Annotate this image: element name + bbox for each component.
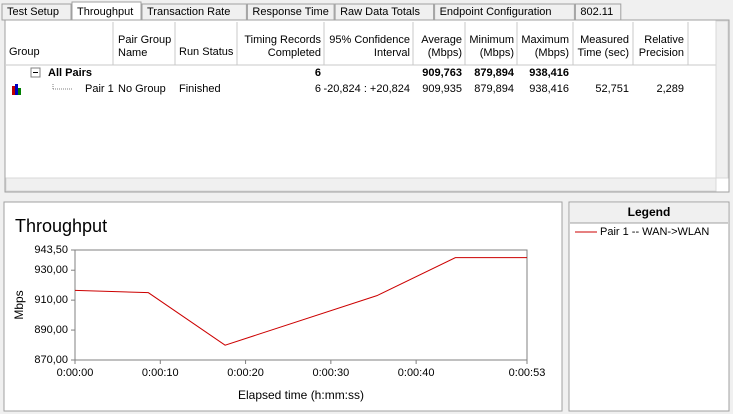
tab-label[interactable]: 802.11 <box>580 6 613 18</box>
chart-panel <box>3 201 563 412</box>
table-cell: All Pairs <box>48 67 92 79</box>
table-cell: 2,289 <box>656 83 684 95</box>
table-cell: 938,416 <box>529 67 569 79</box>
tab[interactable] <box>246 3 335 21</box>
icon-bar <box>18 88 21 95</box>
table-cell: 879,894 <box>474 67 515 79</box>
tab-label[interactable]: Throughput <box>77 6 133 18</box>
column-header: Timing Records <box>244 34 321 46</box>
pair-icon <box>12 84 21 95</box>
legend-panel <box>568 201 730 412</box>
table-cell: Finished <box>179 83 221 95</box>
tab[interactable] <box>434 3 575 21</box>
tab-label[interactable]: Transaction Rate <box>147 6 230 18</box>
table-cell: Pair 1 <box>85 83 114 95</box>
table-cell: 909,763 <box>422 67 462 79</box>
column-header: (Mbps) <box>428 47 462 59</box>
tab[interactable] <box>334 3 435 21</box>
table-cell: 6 <box>315 67 321 79</box>
tab-label[interactable]: Raw Data Totals <box>340 6 420 18</box>
vertical-scrollbar[interactable] <box>715 20 729 179</box>
icon-bar <box>12 86 15 95</box>
data-line <box>74 257 527 346</box>
tab-label[interactable]: Endpoint Configuration <box>440 6 552 18</box>
column-header: Group <box>9 46 40 58</box>
x-axis-label: Elapsed time (h:mm:ss) <box>238 388 364 402</box>
legend-title: Legend <box>628 205 671 219</box>
table-cell: 52,751 <box>595 83 629 95</box>
y-tick-label: 943,50 <box>34 244 68 256</box>
icon-bar <box>15 84 18 95</box>
table-cell: No Group <box>118 83 166 95</box>
column-header: Pair Group <box>118 34 171 46</box>
column-header: Relative <box>644 34 684 46</box>
x-tick-label: 0:00:20 <box>227 367 264 379</box>
tab[interactable] <box>141 3 247 21</box>
table-cell: 879,894 <box>474 83 514 95</box>
column-header: Name <box>118 47 147 59</box>
tab-label[interactable]: Response Time <box>252 6 328 18</box>
column-header: Maximum <box>521 34 569 46</box>
x-tick-label: 0:00:10 <box>142 367 179 379</box>
plot-frame <box>74 249 528 361</box>
chart-title: Throughput <box>15 216 107 236</box>
column-header: Average <box>421 34 462 46</box>
column-header: Run Status <box>179 46 234 58</box>
x-tick-label: 0:00:30 <box>312 367 349 379</box>
table-cell: 909,935 <box>422 83 462 95</box>
y-tick-label: 890,00 <box>34 324 68 336</box>
y-tick-label: 870,00 <box>34 354 68 366</box>
legend-header <box>570 203 728 223</box>
column-header: Precision <box>639 47 684 59</box>
column-header: 95% Confidence <box>329 34 410 46</box>
column-header: Time (sec) <box>577 47 629 59</box>
table-header <box>6 22 716 65</box>
legend-label: Pair 1 -- WAN->WLAN <box>600 226 709 238</box>
tab-label[interactable]: Test Setup <box>7 6 59 18</box>
y-axis-label: Mbps <box>12 290 26 319</box>
table-cell: 6 <box>315 83 321 95</box>
x-tick-label: 0:00:00 <box>57 367 94 379</box>
tab[interactable] <box>71 1 142 21</box>
table-cell: -20,824 : +20,824 <box>323 83 410 95</box>
y-tick-label: 930,00 <box>34 264 68 276</box>
column-header: (Mbps) <box>535 47 569 59</box>
y-tick-label: 910,00 <box>34 294 68 306</box>
column-header: (Mbps) <box>480 47 514 59</box>
x-tick-label: 0:00:53 <box>509 367 546 379</box>
tab[interactable] <box>1 3 72 21</box>
horizontal-scrollbar[interactable] <box>5 177 717 192</box>
tab[interactable] <box>574 3 622 21</box>
x-tick-label: 0:00:40 <box>398 367 435 379</box>
column-header: Interval <box>374 47 410 59</box>
column-header: Minimum <box>469 34 514 46</box>
table-cell: 938,416 <box>529 83 569 95</box>
column-header: Completed <box>268 47 321 59</box>
column-header: Measured <box>580 34 629 46</box>
